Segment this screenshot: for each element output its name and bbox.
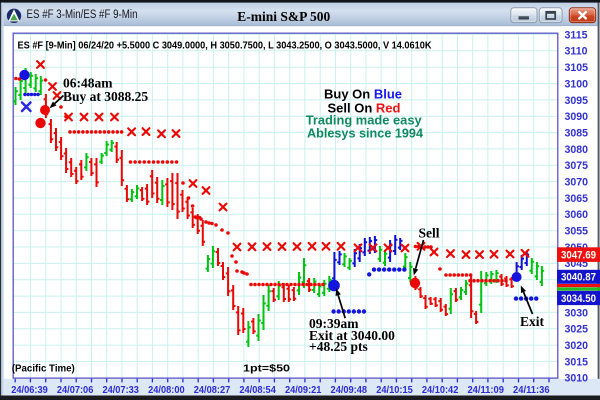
svg-text:3020: 3020 (565, 340, 589, 352)
svg-text:3055: 3055 (565, 226, 589, 238)
svg-text:1pt=$50: 1pt=$50 (243, 363, 290, 374)
svg-text:3040.87: 3040.87 (561, 272, 596, 284)
svg-text:3115: 3115 (565, 29, 588, 41)
svg-text:+48.25 pts: +48.25 pts (309, 339, 368, 354)
svg-text:Sell: Sell (419, 226, 440, 241)
svg-text:3025: 3025 (565, 324, 589, 336)
svg-text:3030: 3030 (565, 307, 589, 319)
svg-text:24/09:21: 24/09:21 (285, 385, 322, 396)
svg-text:24/08:54: 24/08:54 (239, 385, 276, 396)
svg-text:3060: 3060 (565, 209, 589, 221)
svg-text:24/08:00: 24/08:00 (148, 385, 185, 396)
svg-text:3010: 3010 (565, 373, 589, 385)
svg-text:3105: 3105 (565, 62, 589, 74)
svg-text:24/11:36: 24/11:36 (513, 385, 550, 396)
svg-text:24/09:48: 24/09:48 (331, 385, 368, 396)
svg-text:3100: 3100 (565, 78, 589, 90)
svg-text:3070: 3070 (565, 177, 589, 189)
svg-text:09:39am: 09:39am (309, 316, 359, 331)
svg-text:3095: 3095 (565, 95, 589, 107)
svg-text:3110: 3110 (565, 46, 588, 58)
svg-text:24/10:42: 24/10:42 (422, 385, 459, 396)
svg-text:24/10:15: 24/10:15 (376, 385, 413, 396)
svg-text:24/07:06: 24/07:06 (57, 385, 94, 396)
svg-text:3090: 3090 (565, 111, 589, 123)
svg-text:24/11:09: 24/11:09 (467, 385, 504, 396)
svg-text:24/07:33: 24/07:33 (102, 385, 139, 396)
svg-text:Buy at 3088.25: Buy at 3088.25 (63, 89, 148, 104)
svg-text:24/08:27: 24/08:27 (194, 385, 231, 396)
svg-text:Sell On Red: Sell On Red (328, 100, 401, 115)
svg-text:3065: 3065 (565, 193, 589, 205)
svg-text:3047.69: 3047.69 (561, 250, 596, 262)
svg-text:(Pacific Time): (Pacific Time) (12, 363, 75, 374)
svg-text:06:48am: 06:48am (63, 76, 113, 91)
svg-text:ES #F [9-Min] 06/24/20 +5.500: ES #F [9-Min] 06/24/20 +5.5000 C 3049.00… (18, 40, 432, 51)
svg-text:3085: 3085 (565, 128, 589, 140)
svg-text:Trading made easy: Trading made easy (306, 113, 423, 128)
svg-text:ES #F 3-Min/ES #F 9-Min: ES #F 3-Min/ES #F 9-Min (27, 7, 138, 21)
svg-text:E-mini S&P 500: E-mini S&P 500 (237, 9, 330, 24)
svg-text:3034.50: 3034.50 (561, 293, 596, 305)
svg-text:24/06:39: 24/06:39 (11, 385, 48, 396)
svg-text:3080: 3080 (565, 144, 589, 156)
svg-text:Ablesys since 1994: Ablesys since 1994 (307, 126, 424, 141)
svg-text:3015: 3015 (565, 356, 589, 368)
svg-text:Buy On Blue: Buy On Blue (324, 86, 402, 101)
svg-text:Exit at 3040.00: Exit at 3040.00 (309, 328, 395, 343)
svg-text:3075: 3075 (565, 160, 589, 172)
svg-text:Exit: Exit (520, 314, 545, 329)
